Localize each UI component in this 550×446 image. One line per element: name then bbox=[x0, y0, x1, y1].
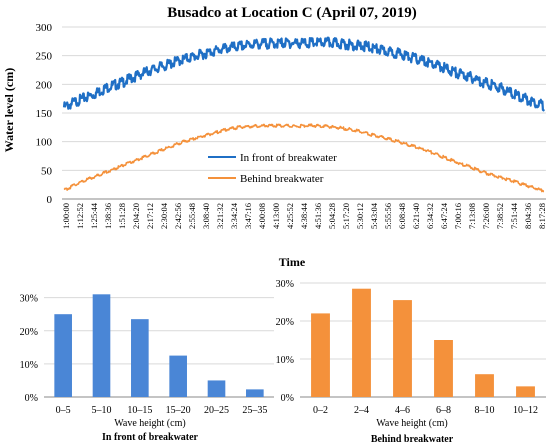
line-chart-x-tick-label: 4:38:44 bbox=[299, 202, 309, 229]
line-chart-y-tick-label: 0 bbox=[47, 194, 53, 206]
legend-label-front: In front of breakwater bbox=[240, 152, 337, 164]
line-chart-x-tick-label: 7:00:16 bbox=[453, 203, 463, 229]
bar-chart-front-bar bbox=[131, 319, 149, 397]
line-chart-x-tick-label: 3:08:40 bbox=[201, 203, 211, 229]
line-chart-x-tick-label: 1:00:00 bbox=[61, 203, 71, 229]
line-chart-y-tick-label: 250 bbox=[36, 51, 53, 63]
line-chart-x-tick-label: 3:34:24 bbox=[229, 202, 239, 229]
line-series-behind bbox=[63, 123, 545, 193]
line-chart-x-tick-label: 3:47:16 bbox=[243, 203, 253, 229]
bar-chart-front-y-tick-label: 0% bbox=[25, 393, 38, 404]
bar-chart-behind-bar bbox=[352, 288, 371, 397]
bar-chart-behind-y-tick-label: 30% bbox=[276, 279, 294, 290]
line-chart-x-tick-label: 3:21:32 bbox=[215, 203, 225, 229]
line-chart-x-tick-label: 2:30:04 bbox=[159, 202, 169, 229]
line-series-front bbox=[62, 36, 546, 112]
bar-chart-behind-y-tick-label: 10% bbox=[276, 355, 294, 366]
bar-chart-front-bar bbox=[92, 294, 111, 397]
bar-chart-behind-bar bbox=[516, 386, 535, 397]
line-chart-x-tick-label: 2:04:20 bbox=[131, 203, 141, 229]
line-chart-series bbox=[62, 36, 546, 193]
bar-chart-front-bar bbox=[169, 355, 187, 397]
bar-chart-behind-x-tick-label: 2–4 bbox=[354, 405, 369, 416]
line-chart-x-tick-label: 8:17:28 bbox=[537, 203, 547, 229]
line-chart-y-tick-label: 200 bbox=[36, 79, 53, 91]
bar-chart-behind-bar bbox=[475, 374, 494, 397]
bar-chart-front-x-tick-label: 10–15 bbox=[127, 405, 152, 416]
line-chart-x-tick-label: 4:13:00 bbox=[271, 203, 281, 229]
bar-chart-behind-y-tick-label: 20% bbox=[276, 317, 294, 328]
line-chart-ylabel: Water level (cm) bbox=[2, 68, 16, 152]
line-chart-x-tick-label: 4:00:08 bbox=[257, 203, 267, 229]
bar-chart-front-y-tick-label: 10% bbox=[20, 360, 38, 371]
line-chart-x-tick-label: 6:21:40 bbox=[411, 203, 421, 229]
bar-chart-behind-x-tick-label: 0–2 bbox=[313, 405, 328, 416]
line-chart-x-tick-label: 5:30:12 bbox=[355, 203, 365, 229]
line-chart-y-ticks: 0 50 100 150 200 250 300 bbox=[36, 22, 53, 206]
line-chart-x-tick-label: 5:04:28 bbox=[327, 203, 337, 229]
bar-chart-front-xlabel: Wave height (cm) bbox=[114, 418, 185, 429]
line-chart-x-tick-label: 4:51:36 bbox=[313, 203, 323, 229]
bar-chart-behind-title: Behind breakwater bbox=[371, 434, 454, 445]
bar-chart-front-x-tick-label: 5–10 bbox=[92, 405, 112, 416]
line-chart-x-tick-label: 7:26:00 bbox=[481, 203, 491, 229]
line-chart-legend: In front of breakwater Behind breakwater bbox=[208, 152, 337, 185]
bar-chart-front: 0% 10% 20% 30% 0–5 5–10 10–15 15–20 20–25 25–35 bbox=[20, 294, 274, 416]
line-chart-x-tick-label: 6:34:32 bbox=[425, 203, 435, 229]
bar-chart-behind-xlabel: Wave height (cm) bbox=[376, 418, 447, 429]
line-chart-y-tick-label: 50 bbox=[41, 165, 53, 177]
line-chart-x-tick-label: 2:17:12 bbox=[145, 203, 155, 229]
bar-chart-front-x-tick-label: 0–5 bbox=[56, 405, 71, 416]
line-chart-x-tick-label: 4:25:52 bbox=[285, 203, 295, 229]
bar-chart-behind-bar bbox=[434, 340, 453, 397]
bar-chart-front-bar bbox=[246, 389, 264, 397]
bar-chart-front-y-tick-label: 30% bbox=[20, 294, 38, 305]
bar-chart-behind-x-tick-label: 4–6 bbox=[395, 405, 410, 416]
line-chart-x-tick-label: 5:55:56 bbox=[383, 203, 393, 229]
bar-chart-front-y-tick-label: 20% bbox=[20, 327, 38, 338]
line-chart-y-tick-label: 100 bbox=[36, 137, 53, 149]
line-chart-x-ticks: 1:00:00 1:12:52 1:25:44 1:38:36 1:51:28 2:04:… bbox=[61, 202, 547, 229]
line-chart-x-tick-label: 2:42:56 bbox=[173, 203, 183, 229]
bar-chart-behind-x-tick-label: 10–12 bbox=[513, 405, 538, 416]
line-chart-x-tick-label: 1:38:36 bbox=[103, 203, 113, 229]
line-chart-x-tick-label: 5:17:20 bbox=[341, 203, 351, 229]
line-chart-xlabel: Time bbox=[279, 255, 306, 269]
line-chart-x-tick-label: 7:38:52 bbox=[495, 203, 505, 229]
line-chart-title: Busadco at Location C (April 07, 2019) bbox=[167, 5, 417, 21]
line-chart-x-tick-label: 7:13:08 bbox=[467, 203, 477, 229]
line-chart-x-tick-label: 8:04:36 bbox=[523, 203, 533, 229]
bar-chart-front-bar bbox=[207, 380, 226, 397]
line-chart-x-tick-label: 6:47:24 bbox=[439, 202, 449, 229]
bar-chart-behind-x-tick-label: 8–10 bbox=[475, 405, 495, 416]
bar-chart-behind-x-tick-label: 6–8 bbox=[436, 405, 451, 416]
bar-chart-behind: 0% 10% 20% 30% 0–2 2–4 4–6 6–8 8–10 10–12 bbox=[276, 279, 546, 416]
bar-chart-behind-bar bbox=[393, 300, 412, 397]
line-chart-grid bbox=[62, 26, 546, 200]
line-chart-x-tick-label: 1:12:52 bbox=[75, 203, 85, 229]
line-chart-y-tick-label: 300 bbox=[36, 22, 53, 34]
line-chart-x-tick-label: 7:51:44 bbox=[509, 202, 519, 229]
bar-chart-front-x-tick-label: 25–35 bbox=[242, 405, 267, 416]
bar-chart-front-x-tick-label: 15–20 bbox=[166, 405, 191, 416]
line-chart-x-tick-label: 6:08:48 bbox=[397, 203, 407, 229]
bar-chart-front-title: In front of breakwater bbox=[102, 432, 199, 443]
line-chart-x-tick-label: 5:43:04 bbox=[369, 202, 379, 229]
legend-label-behind: Behind breakwater bbox=[240, 173, 324, 185]
bar-chart-front-bar bbox=[54, 314, 72, 397]
line-chart-x-tick-label: 1:51:28 bbox=[117, 203, 127, 229]
bar-chart-front-x-tick-label: 20–25 bbox=[204, 405, 229, 416]
bar-chart-behind-bar bbox=[311, 313, 330, 397]
bar-chart-behind-y-tick-label: 0% bbox=[281, 393, 294, 404]
line-chart-x-tick-label: 2:55:48 bbox=[187, 203, 197, 229]
line-chart-y-tick-label: 150 bbox=[36, 108, 53, 120]
line-chart-x-tick-label: 1:25:44 bbox=[89, 202, 99, 229]
